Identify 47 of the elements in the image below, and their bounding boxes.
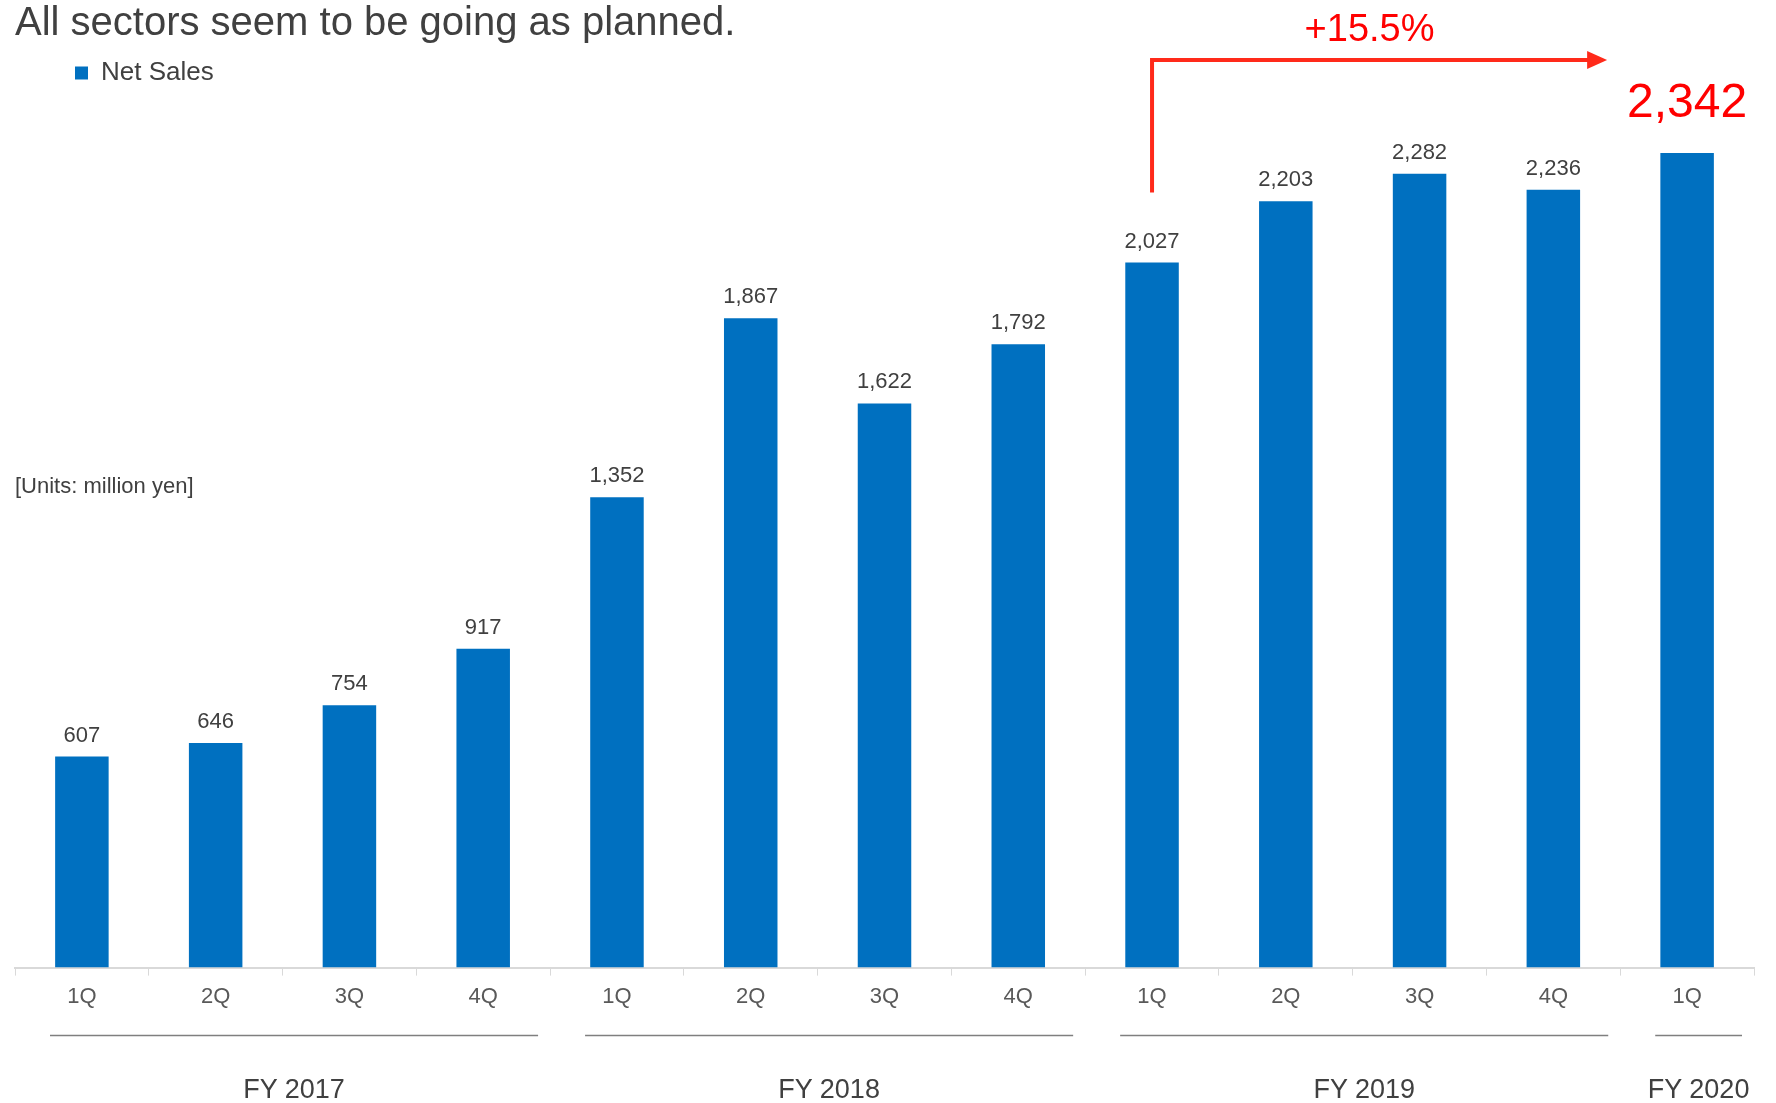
bar — [857, 403, 912, 968]
data-label: 646 — [197, 707, 235, 733]
data-label: 1,792 — [990, 309, 1046, 335]
data-label: 754 — [331, 670, 368, 696]
data-label: 2,027 — [1124, 227, 1180, 253]
data-label: 607 — [63, 721, 101, 747]
bar — [991, 344, 1046, 968]
text: FY 2020 — [1647, 1073, 1750, 1103]
x-tick-label: 3Q — [1404, 982, 1435, 1008]
data-label: 1,867 — [723, 283, 779, 309]
x-tick-label: 3Q — [334, 982, 365, 1008]
bar — [590, 497, 644, 968]
x-tick-label: 3Q — [869, 982, 900, 1008]
bar — [1392, 173, 1447, 968]
x-tick-label: 1Q — [67, 982, 97, 1008]
data-label: 2,282 — [1392, 138, 1448, 164]
legend-label: Net Sales — [101, 56, 214, 87]
data-label: 917 — [464, 613, 502, 639]
text: +15.5% — [1304, 7, 1435, 50]
annotation: [Units: million yen] — [15, 473, 194, 499]
text: FY 2017 — [243, 1073, 345, 1103]
data-label: 1,622 — [856, 368, 913, 394]
x-tick-label: 1Q — [1137, 982, 1167, 1008]
bar — [723, 318, 778, 968]
data-label: 2,236 — [1525, 154, 1581, 180]
x-tick-label: 4Q — [1538, 982, 1569, 1008]
bar — [1526, 189, 1581, 968]
x-tick-label: 1Q — [1672, 982, 1702, 1008]
bar — [55, 756, 109, 968]
x-tick-label: 4Q — [468, 982, 498, 1008]
bar — [1125, 262, 1179, 968]
x-tick-label: 2Q — [1271, 982, 1301, 1008]
data-label: 2,342 — [1627, 74, 1748, 128]
data-label: 2,203 — [1258, 166, 1314, 192]
bar — [1259, 201, 1313, 968]
bar — [188, 742, 243, 968]
text: FY 2019 — [1313, 1073, 1415, 1103]
x-tick-label: 1Q — [602, 982, 632, 1008]
data-label: 1,352 — [589, 462, 645, 488]
bar — [456, 648, 510, 968]
bar — [1660, 152, 1714, 968]
x-tick-label: 2Q — [200, 982, 231, 1008]
text: FY 2018 — [778, 1073, 880, 1103]
x-tick-label: 2Q — [736, 982, 766, 1008]
chart-title: All sectors seem to be going as planned. — [15, 0, 736, 44]
x-tick-label: 4Q — [1003, 982, 1033, 1008]
bar — [322, 705, 377, 968]
